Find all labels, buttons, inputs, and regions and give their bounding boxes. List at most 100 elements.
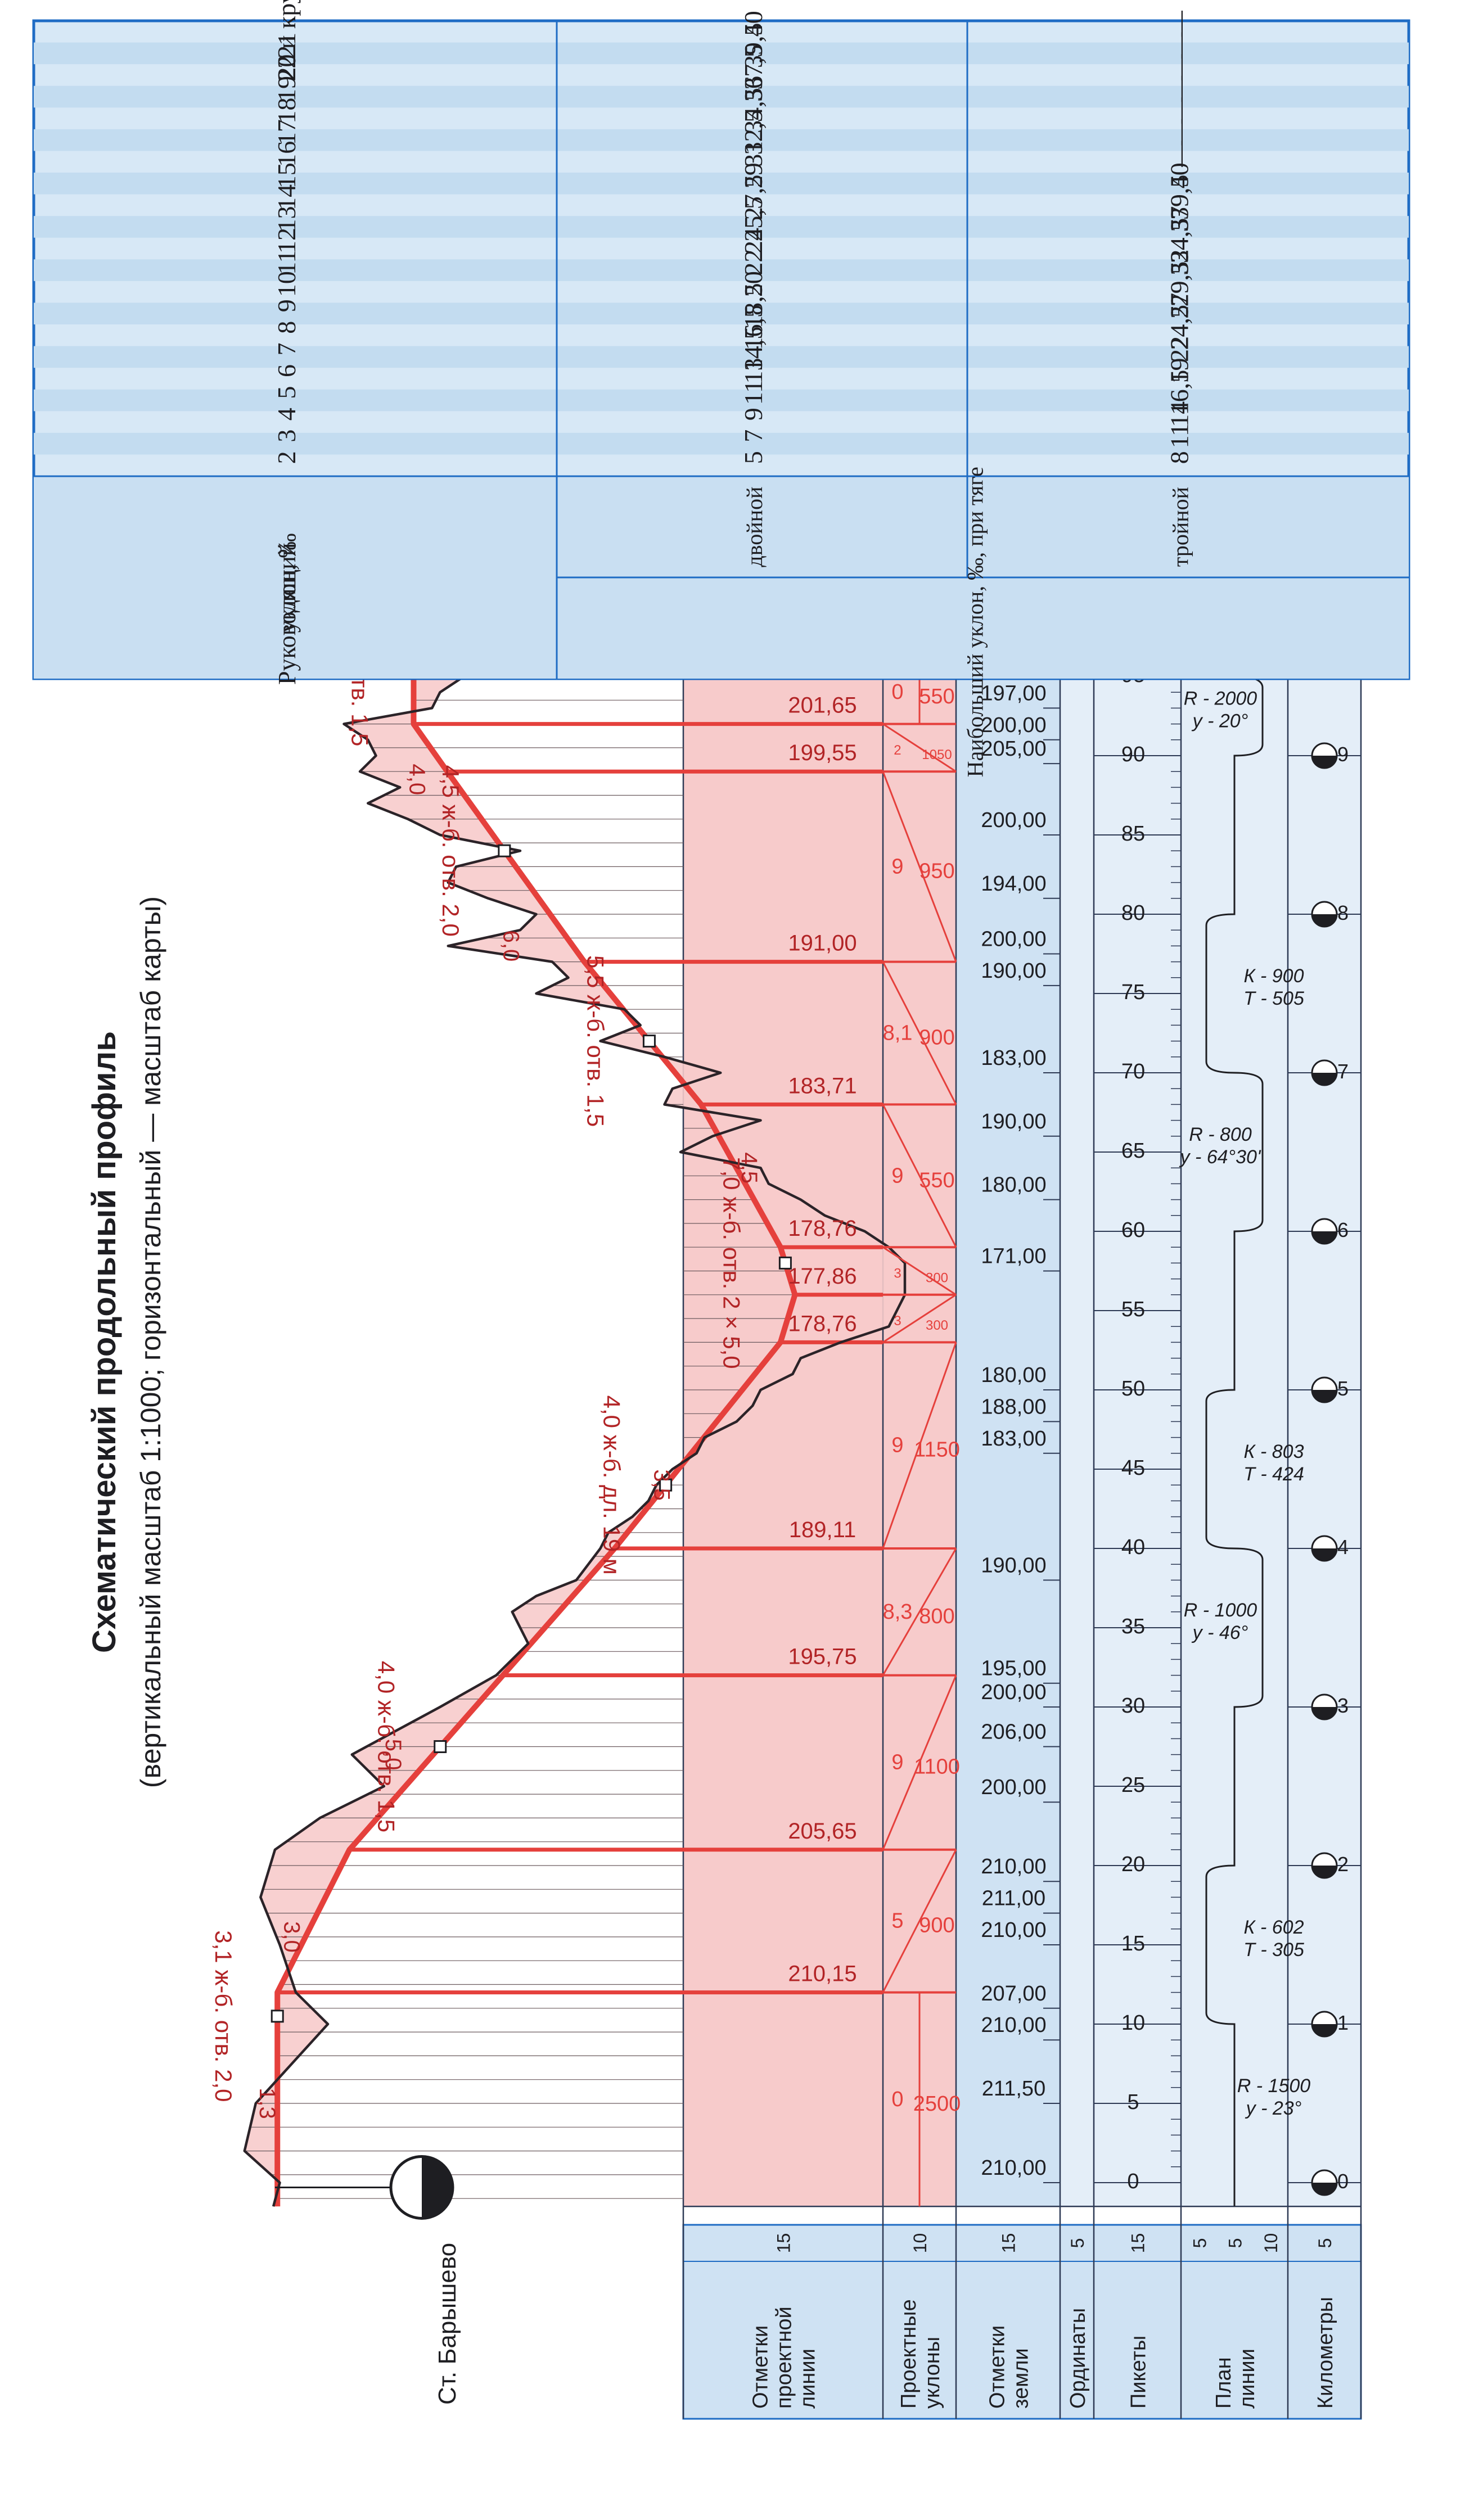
table-cell: 6 <box>272 364 301 377</box>
picket-label: 80 <box>1121 901 1145 925</box>
curve-param: у - 20° <box>1192 711 1248 732</box>
project-mark: 205,65 <box>788 1819 857 1844</box>
project-mark: 178,76 <box>788 1311 857 1336</box>
row-header-project_slopes: Проектные <box>897 2299 921 2409</box>
table-cell: 20 <box>272 54 301 80</box>
row-scale-pickets: 15 <box>1128 2233 1148 2253</box>
picket-label: 40 <box>1121 1536 1145 1559</box>
ground-mark: 180,00 <box>981 1173 1046 1197</box>
table-row-stripe <box>34 85 1409 108</box>
table-cell: 8 <box>272 321 301 334</box>
table-row-stripe <box>34 432 1409 455</box>
picket-label: 15 <box>1121 1932 1145 1956</box>
table-cell: 32,5 <box>739 110 768 155</box>
profile-subtitle: (вертикальный масштаб 1:1000; горизонтал… <box>135 896 166 1788</box>
picket-label: 20 <box>1121 1853 1145 1876</box>
table-cell: 34,5 <box>739 88 768 133</box>
culvert-marker <box>434 1740 447 1753</box>
cut-fill-label: 5,0 <box>381 1739 405 1771</box>
ground-mark: 200,00 <box>981 809 1046 832</box>
slope-diagonal <box>882 1294 957 1343</box>
th-max: Наибольший уклон, ‰, при тяге <box>963 467 988 777</box>
ground-mark: 206,00 <box>981 1720 1046 1744</box>
th-ruling-2: уклон, ‰ <box>273 533 301 633</box>
table-cell: 4 <box>272 408 301 421</box>
row-header-project_marks: Отметки <box>749 2325 773 2409</box>
table-cell: 16,5 <box>1165 370 1194 416</box>
curve-param: у - 46° <box>1192 1622 1248 1643</box>
ground-mark: 180,00 <box>981 1363 1046 1387</box>
culvert-marker <box>498 844 511 857</box>
slope-grade: 8,3 <box>883 1600 913 1624</box>
table-cell: 11 <box>272 250 301 274</box>
slope-length: 550 <box>919 1168 954 1192</box>
table-cell: 16,5 <box>739 305 768 350</box>
row-header-plan: линии <box>1236 2349 1259 2409</box>
slope-grade: 5 <box>891 1909 903 1933</box>
km-label: 9 <box>1337 743 1349 766</box>
culvert-label: 4,0 ж-б. отв. 1,5 <box>373 1661 400 1832</box>
ground-mark: 200,00 <box>981 713 1046 737</box>
ground-mark: 190,00 <box>981 959 1046 983</box>
ground-mark: 190,00 <box>981 1553 1046 1577</box>
picket-label: 45 <box>1121 1456 1145 1480</box>
table-cell: 11 <box>1165 423 1194 448</box>
slope-length: 1100 <box>914 1755 960 1779</box>
table-cell: 24 <box>739 228 768 254</box>
table-cell: 14,5 <box>739 327 768 372</box>
picket-label: 60 <box>1121 1218 1145 1242</box>
ground-mark: 197,00 <box>981 681 1046 705</box>
curve-param: у - 23° <box>1245 2098 1302 2119</box>
slope-grade: 3 <box>894 1266 901 1281</box>
slope-diagonal <box>882 1246 957 1296</box>
ground-mark: 183,00 <box>981 1427 1046 1451</box>
project-mark: 210,15 <box>788 1962 857 1986</box>
curve-param: Т - 424 <box>1243 1464 1304 1485</box>
km-label: 5 <box>1337 1377 1349 1400</box>
project-mark: 183,71 <box>788 1073 857 1098</box>
ground-mark: 207,00 <box>981 1982 1046 2006</box>
table-cell: 29 <box>739 162 768 188</box>
cut-fill-label: 3,0 <box>279 1921 304 1953</box>
table-cell: 24,5 <box>1165 305 1194 350</box>
th-ruling: Руководящий <box>273 543 301 685</box>
ground-line <box>243 588 907 2207</box>
km-label: 4 <box>1337 1536 1349 1559</box>
slope-grade: 3 <box>894 1313 901 1329</box>
row-header-pickets: Пикеты <box>1127 2336 1151 2409</box>
table-cell: 12 <box>272 228 301 254</box>
cut-fill-label: 4,5 <box>737 1152 761 1184</box>
table-cell: 20 <box>739 271 768 297</box>
row-scale-km: 5 <box>1315 2238 1335 2248</box>
ground-band <box>956 581 1060 2207</box>
slope-diagonal <box>882 1342 957 1549</box>
slope-length: 800 <box>919 1605 954 1628</box>
table-cell: 9 <box>272 299 301 312</box>
table-cell: — <box>1165 97 1194 124</box>
table-cell: 13 <box>739 358 768 383</box>
row-scale-project_marks: 15 <box>774 2233 794 2253</box>
ground-mark: 188,00 <box>981 1395 1046 1419</box>
table-row-stripe <box>34 302 1409 324</box>
profile-title: Схематический продольный профиль <box>86 1031 123 1653</box>
row-header-plan: План <box>1212 2357 1236 2409</box>
slope-length: 900 <box>919 1914 954 1938</box>
ground-mark: 211,50 <box>982 2077 1045 2101</box>
project-mark: 199,55 <box>788 740 857 765</box>
ground-mark: 200,00 <box>981 1681 1046 1704</box>
table-cell: 16 <box>272 141 301 167</box>
table-cell: 11 <box>739 380 768 405</box>
ground-mark: 171,00 <box>981 1245 1046 1268</box>
cut-fill-label: 4,0 <box>405 764 430 795</box>
project-mark: 178,76 <box>788 1216 857 1241</box>
row-header-ground_marks: Отметки <box>986 2325 1009 2409</box>
cut-fill-label: 1,3 <box>255 2088 280 2119</box>
project-mark: 195,75 <box>788 1645 857 1669</box>
slope-diagonal <box>882 961 957 1105</box>
station-label: Ст. Барышево <box>434 2243 461 2405</box>
table-cell: 22 <box>739 250 768 276</box>
row-header-project_slopes: уклоны <box>921 2337 944 2409</box>
table-cell: 13 <box>272 206 301 232</box>
